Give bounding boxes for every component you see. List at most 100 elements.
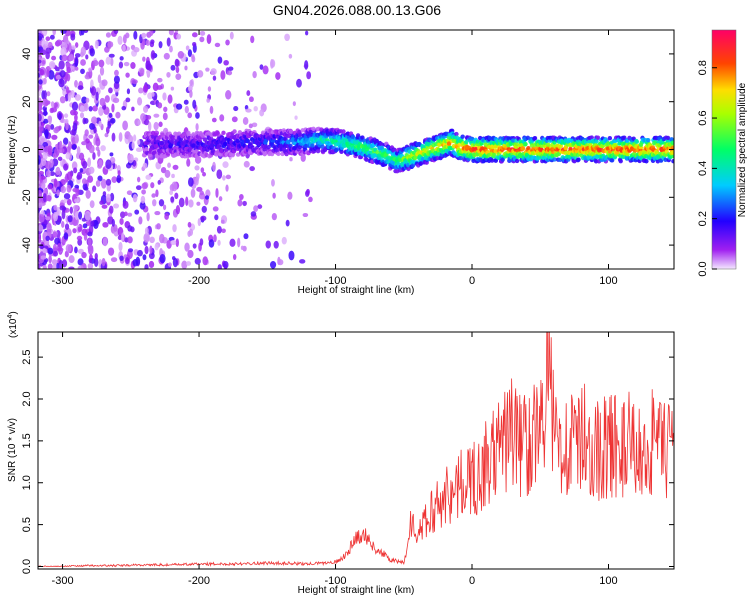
- spectrogram-noise-mark: [243, 160, 250, 168]
- spectrogram-noise-mark: [81, 141, 87, 146]
- spectrogram-x-label: Height of straight line (km): [298, 285, 415, 296]
- spectrogram-noise-mark: [83, 233, 88, 241]
- spectrogram-noise-mark: [166, 71, 171, 78]
- spectrogram-noise-mark: [44, 128, 49, 139]
- spectrogram-noise-mark: [74, 94, 81, 101]
- spectrogram-noise-mark: [92, 60, 99, 67]
- spectrogram-noise-mark: [92, 219, 99, 229]
- spectrogram-noise-mark: [74, 198, 80, 203]
- spectrogram-noise-mark: [40, 137, 45, 143]
- spectrogram-noise-mark: [154, 211, 161, 216]
- spectrogram-noise-mark: [157, 180, 161, 185]
- spectrogram-noise-mark: [151, 193, 156, 198]
- spectrogram-noise-mark: [74, 80, 78, 88]
- spectrogram-noise-mark: [302, 212, 309, 218]
- spectrogram-noise-mark: [72, 228, 77, 234]
- spectrogram-ridge-mark: [510, 138, 516, 143]
- spectrogram-y-tick-label: 40: [21, 48, 33, 60]
- spectrogram-noise-mark: [55, 262, 60, 269]
- spectrogram-noise-mark: [79, 168, 84, 173]
- spectrogram-noise-mark: [137, 249, 143, 257]
- spectrogram-noise-mark: [168, 30, 174, 36]
- spectrogram-noise-mark: [58, 60, 65, 70]
- spectrogram-noise-mark: [201, 205, 207, 213]
- spectrogram-noise-mark: [149, 30, 154, 36]
- spectrogram-noise-mark: [237, 199, 243, 207]
- spectrogram-ridge-mark: [589, 135, 594, 140]
- spectrogram-noise-mark: [308, 196, 313, 203]
- spectrogram-y-tick-label: 0: [21, 146, 33, 152]
- spectrogram-noise-mark: [61, 220, 65, 228]
- spectrogram-noise-mark: [163, 52, 170, 60]
- spectrogram-noise-mark: [79, 112, 85, 119]
- spectrogram-noise-mark: [217, 56, 223, 64]
- spectrogram-noise-mark: [204, 195, 210, 200]
- spectrogram-noise-mark: [270, 59, 276, 68]
- spectrogram-noise-mark: [144, 264, 149, 269]
- spectrogram-noise-mark: [111, 103, 115, 113]
- spectrogram-noise-mark: [66, 184, 72, 193]
- spectrogram-noise-mark: [38, 113, 42, 122]
- spectrogram-noise-mark: [76, 174, 81, 180]
- spectrogram-noise-mark: [85, 138, 90, 144]
- spectrogram-noise-mark: [259, 109, 265, 117]
- spectrogram-noise-mark: [271, 179, 275, 187]
- spectrogram-ridge-mark: [454, 131, 459, 137]
- spectrogram-noise-mark: [88, 257, 93, 264]
- spectrogram-ridge-mark: [514, 158, 520, 164]
- spectrogram-noise-mark: [160, 166, 167, 174]
- spectrogram-noise-mark: [196, 201, 201, 206]
- spectrogram-noise-mark: [104, 132, 109, 138]
- spectrogram-noise-mark: [187, 177, 194, 187]
- spectrogram-noise-mark: [117, 170, 121, 176]
- spectrogram-noise-mark: [109, 152, 114, 157]
- spectrogram-noise-mark: [60, 47, 67, 57]
- spectrogram-noise-mark: [38, 202, 43, 209]
- spectrogram-ridge-mark: [671, 159, 674, 164]
- spectrogram-noise-mark: [132, 193, 138, 203]
- spectrogram-noise-mark: [71, 101, 79, 111]
- spectrogram-ridge-mark: [276, 151, 281, 157]
- spectrogram-noise-mark: [80, 46, 87, 56]
- spectrogram-noise-mark: [46, 91, 51, 97]
- spectrogram-noise-mark: [214, 214, 219, 221]
- spectrogram-noise-mark: [89, 200, 95, 209]
- spectrogram-noise-mark: [174, 58, 180, 67]
- spectrogram-noise-mark: [250, 35, 255, 44]
- spectrogram-noise-mark: [169, 183, 175, 192]
- spectrogram-noise-mark: [156, 223, 161, 230]
- spectrogram-noise-mark: [288, 250, 295, 261]
- spectrogram-noise-mark: [249, 96, 254, 103]
- spectrogram-ridge-mark: [274, 148, 280, 153]
- spectrogram-noise-mark: [142, 162, 148, 169]
- spectrogram-noise-mark: [40, 255, 47, 260]
- spectrogram-noise-mark: [137, 119, 141, 126]
- spectrogram-noise-mark: [253, 205, 259, 212]
- spectrogram-noise-mark: [225, 174, 232, 180]
- spectrogram-noise-mark: [219, 114, 225, 122]
- spectrogram-noise-mark: [169, 45, 173, 53]
- spectrogram-noise-mark: [59, 118, 66, 123]
- spectrogram-ridge-mark: [379, 142, 384, 147]
- spectrogram-noise-mark: [184, 65, 188, 71]
- spectrogram-ridge-mark: [652, 141, 657, 146]
- spectrogram-ridge-mark: [670, 140, 674, 145]
- spectrogram-noise-mark: [69, 130, 76, 136]
- spectrogram-noise-mark: [243, 233, 249, 240]
- spectrogram-noise-mark: [184, 242, 190, 252]
- spectrogram-noise-mark: [98, 59, 105, 68]
- snr-series-line: [38, 332, 674, 568]
- spectrogram-noise-mark: [80, 30, 85, 36]
- spectrogram-noise-mark: [110, 257, 118, 263]
- spectrogram-noise-mark: [172, 224, 177, 233]
- spectrogram-noise-mark: [178, 197, 185, 208]
- spectrogram-noise-mark: [154, 243, 159, 251]
- spectrogram-noise-mark: [183, 99, 189, 105]
- snr-x-tick-label: -300: [52, 575, 74, 587]
- spectrogram-noise-mark: [211, 117, 217, 123]
- snr-x-label: Height of straight line (km): [298, 585, 415, 596]
- spectrogram-noise-mark: [121, 105, 127, 111]
- spectrogram-noise-mark: [94, 39, 99, 49]
